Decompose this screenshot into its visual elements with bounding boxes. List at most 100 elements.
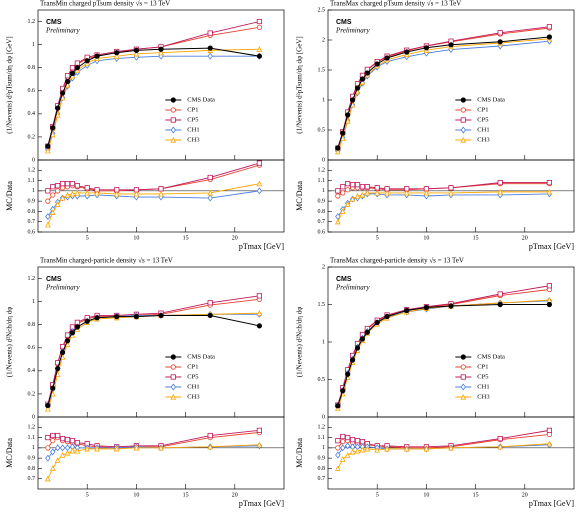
ratio-y-tick-label: 0.6	[28, 229, 36, 235]
marker	[49, 131, 56, 138]
marker	[256, 46, 263, 52]
marker	[113, 190, 120, 197]
marker	[64, 332, 71, 338]
marker	[460, 117, 466, 123]
marker	[460, 364, 466, 370]
marker	[349, 182, 356, 188]
marker	[403, 189, 410, 196]
marker	[49, 465, 56, 472]
marker	[44, 475, 51, 482]
marker	[45, 445, 51, 451]
x-tick-label: 5	[376, 492, 379, 498]
y-tick-label: 2.5	[318, 7, 326, 13]
marker	[207, 312, 213, 319]
marker	[546, 24, 553, 30]
series-line	[337, 38, 550, 152]
marker	[364, 189, 371, 196]
marker	[55, 432, 61, 439]
marker	[497, 30, 503, 36]
y-tick-label: 0.2	[28, 391, 36, 397]
marker	[59, 451, 66, 458]
x-axis-label: pTmax [GeV]	[239, 242, 284, 251]
marker	[50, 448, 56, 456]
marker	[74, 65, 80, 71]
ratio-y-axis-label: MC/Data	[5, 181, 14, 211]
ratio-line	[47, 444, 260, 479]
marker	[64, 73, 71, 79]
marker	[55, 183, 61, 189]
marker	[45, 198, 51, 204]
series-line	[337, 36, 550, 149]
series-line	[47, 26, 260, 148]
marker	[448, 185, 454, 191]
marker	[256, 180, 263, 187]
y-axis-label: (1/Nevents) d²Nch/dη dφ	[6, 307, 14, 377]
y-axis-label: (1/Nevents) d²pTsum/dη dφ [GeV]	[6, 36, 14, 133]
marker	[497, 39, 503, 45]
x-tick-label: 5	[376, 235, 379, 241]
marker	[50, 192, 56, 198]
legend-label: CH3	[477, 393, 489, 400]
marker	[133, 47, 139, 53]
marker	[340, 190, 346, 196]
marker	[384, 313, 390, 320]
legend-label: CP5	[477, 373, 488, 380]
status-label: Preliminary	[45, 27, 80, 35]
marker	[133, 50, 140, 57]
ratio-frame	[37, 416, 285, 490]
marker	[404, 49, 410, 55]
marker	[64, 181, 71, 187]
ratio-y-tick-label: 1	[32, 188, 35, 194]
y-tick-label: 1.5	[318, 302, 326, 308]
y-tick-label: 1	[32, 42, 35, 48]
marker	[345, 181, 351, 187]
marker	[497, 435, 503, 442]
marker	[64, 191, 71, 198]
experiment-label: CMS	[46, 19, 62, 26]
marker	[256, 441, 263, 448]
marker	[364, 445, 371, 452]
legend-label: CH3	[187, 136, 199, 143]
marker	[374, 61, 380, 67]
marker	[64, 449, 71, 456]
series-line	[337, 285, 550, 406]
marker	[44, 147, 51, 154]
ratio-y-axis-label: MC/Data	[295, 181, 304, 211]
series-line	[337, 299, 550, 409]
ratio-y-tick-label: 1.1	[28, 435, 36, 441]
marker	[374, 185, 380, 191]
legend-label: CMS Data	[187, 353, 215, 360]
y-axis-label: (1/Nevents) d²Nch/dη dφ	[296, 307, 304, 377]
marker	[54, 201, 61, 207]
marker	[50, 385, 56, 391]
marker	[256, 323, 262, 329]
ratio-y-tick-label: 0.8	[318, 466, 326, 472]
marker	[64, 444, 71, 452]
marker	[49, 390, 56, 397]
experiment-label: CMS	[336, 276, 352, 283]
marker	[84, 58, 90, 64]
marker	[340, 130, 346, 136]
legend-label: CH1	[477, 126, 489, 133]
marker	[340, 433, 346, 440]
y-tick-label: 1	[322, 339, 325, 345]
ratio-y-tick-label: 0.8	[318, 209, 326, 215]
marker	[546, 180, 553, 186]
marker	[45, 434, 51, 441]
marker	[335, 403, 341, 409]
marker	[50, 432, 56, 439]
legend-label: CMS Data	[477, 96, 505, 103]
marker	[374, 189, 381, 196]
x-tick-label: 5	[86, 235, 89, 241]
marker	[84, 189, 91, 196]
marker	[54, 444, 61, 452]
marker	[423, 45, 429, 51]
marker	[460, 383, 467, 391]
ratio-y-tick-label: 0.7	[318, 476, 326, 482]
y-tick-label: 2	[322, 264, 325, 270]
marker	[55, 105, 61, 111]
legend-label: CH1	[477, 383, 489, 390]
marker	[207, 30, 213, 36]
marker	[344, 442, 351, 450]
ratio-line	[337, 193, 550, 217]
